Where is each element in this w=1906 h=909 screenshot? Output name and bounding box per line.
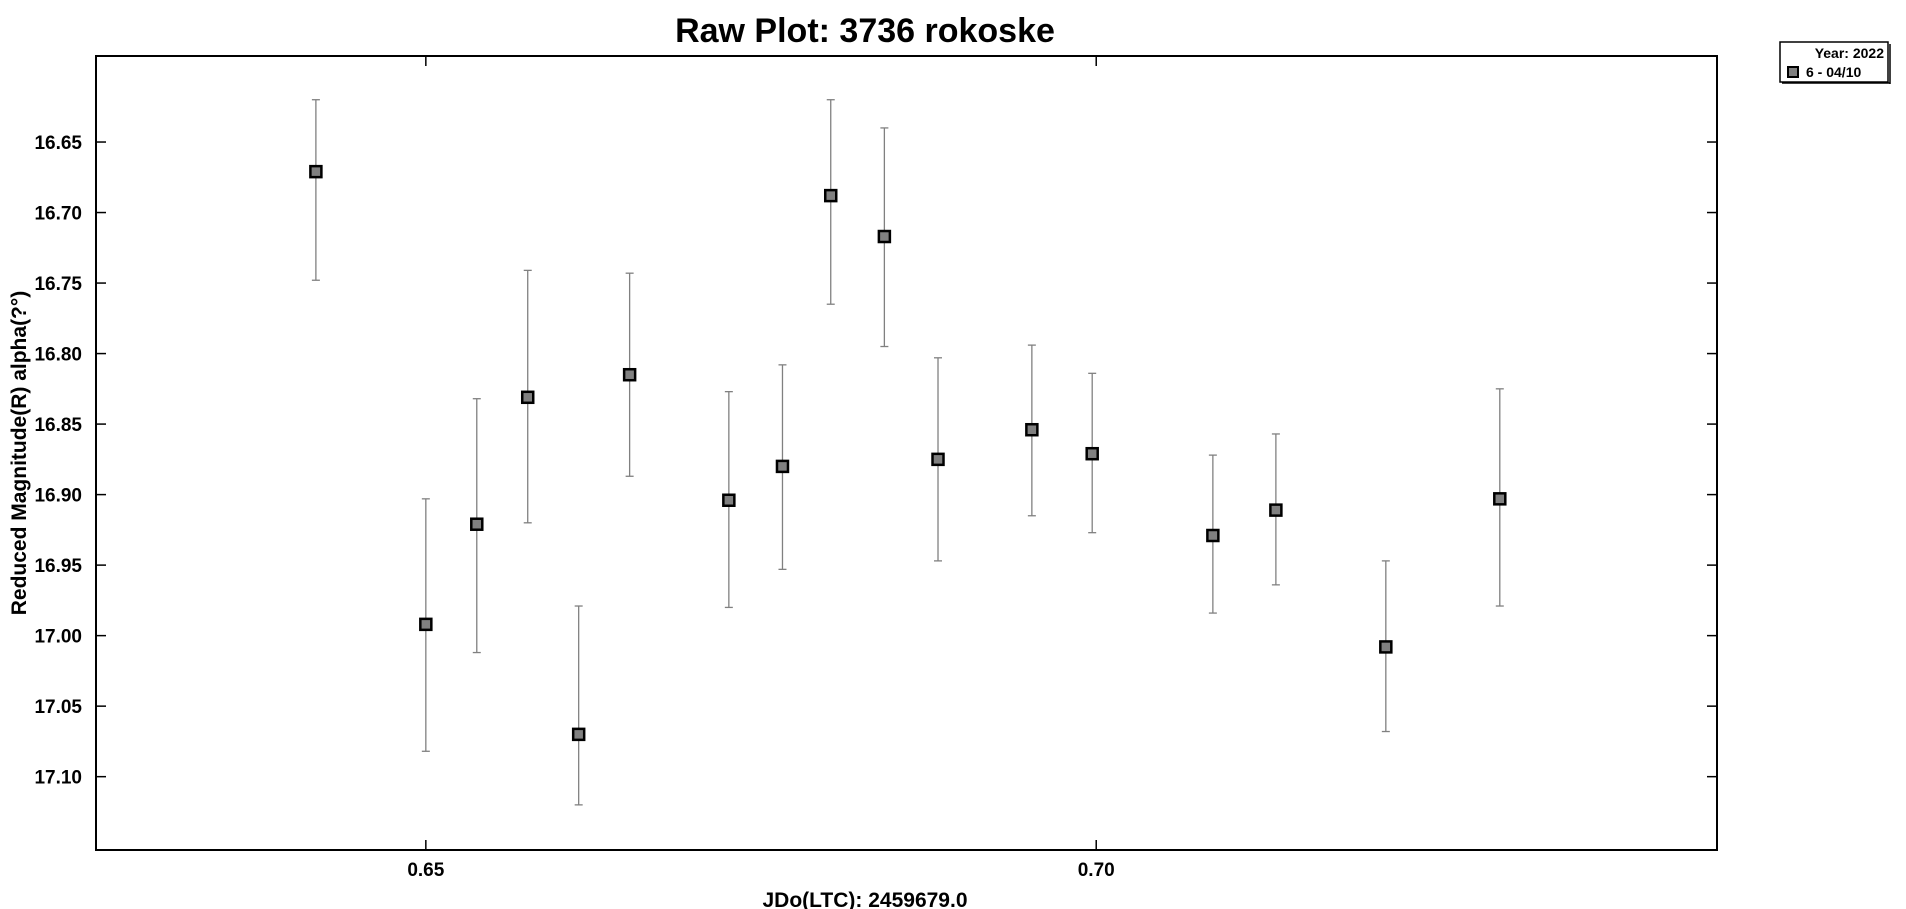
y-axis-label: Reduced Magnitude(R) alpha(?°) (8, 291, 31, 616)
x-tick-label: 0.65 (407, 860, 444, 881)
data-point-marker (1085, 446, 1099, 461)
y-tick-label: 17.05 (34, 697, 82, 718)
y-tick-label: 16.80 (34, 345, 82, 366)
data-point-marker (571, 727, 586, 742)
y-tick-label: 16.65 (34, 133, 82, 154)
data-point-marker (1493, 492, 1507, 506)
data-point-marker (309, 164, 323, 179)
data-point-marker (470, 517, 484, 531)
data-point-marker (775, 459, 790, 474)
x-tick-label: 0.70 (1078, 860, 1115, 881)
data-point-marker (722, 493, 736, 507)
legend-entry-label: 6 - 04/10 (1806, 64, 1861, 80)
y-axis: 16.65 16.70 16.75 16.80 16.85 16.90 16.95 17.00… (34, 133, 1717, 789)
data-point-marker (419, 617, 433, 632)
y-tick-label: 16.75 (34, 274, 82, 295)
chart-title: Raw Plot: 3736 rokoske (675, 12, 1055, 50)
x-axis-label: JDo(LTC): 2459679.0 (762, 889, 967, 909)
legend-marker-icon (1787, 66, 1799, 78)
y-tick-label: 17.00 (34, 627, 82, 648)
data-point-marker (622, 367, 637, 382)
plot-area-frame (95, 55, 1718, 851)
y-tick-label: 16.95 (34, 556, 82, 577)
x-axis: 0.65 0.70 (407, 56, 1115, 881)
legend: Year: 2022 6 - 04/10 (1779, 41, 1891, 84)
y-tick-label: 17.10 (34, 768, 82, 789)
y-tick-label: 16.85 (34, 415, 82, 436)
data-point-marker (823, 188, 838, 203)
data-points (309, 164, 1507, 742)
data-point-marker (1269, 503, 1283, 517)
data-point-marker (931, 452, 945, 467)
data-point-marker (1206, 528, 1220, 543)
data-point-marker (1025, 422, 1039, 437)
y-tick-label: 16.90 (34, 486, 82, 507)
legend-title: Year: 2022 (1815, 45, 1884, 61)
data-point-marker (1379, 640, 1393, 654)
data-point-marker (520, 390, 535, 405)
y-tick-label: 16.70 (34, 204, 82, 225)
data-point-marker (877, 229, 892, 244)
